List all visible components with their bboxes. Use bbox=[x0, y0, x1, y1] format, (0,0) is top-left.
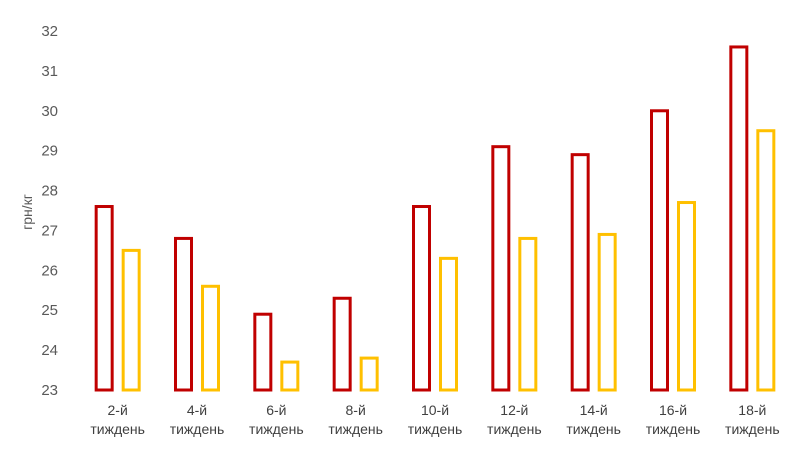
bar-series-1 bbox=[570, 153, 590, 392]
bar-series-1 bbox=[491, 145, 511, 392]
x-tick-label: тиждень bbox=[90, 421, 145, 437]
bar-series-1 bbox=[650, 109, 669, 392]
y-tick-label: 30 bbox=[41, 103, 58, 120]
y-tick-label: 27 bbox=[41, 222, 58, 239]
x-tick-label: 6-й bbox=[266, 402, 286, 418]
x-tick-label: тиждень bbox=[646, 421, 701, 437]
bar-series-1 bbox=[94, 205, 114, 392]
bar-series-2 bbox=[359, 356, 379, 392]
bar-series-2 bbox=[439, 256, 458, 392]
y-tick-label: 28 bbox=[41, 183, 58, 200]
x-tick-label: тиждень bbox=[487, 421, 542, 437]
x-axis-labels: 2-й тиждень 4-й тиждень 6-й тиждень 8-й тиждень… bbox=[90, 402, 779, 437]
x-tick-label: 18-й bbox=[738, 402, 766, 418]
x-tick-label: 12-й bbox=[500, 402, 528, 418]
x-tick-label: 4-й bbox=[187, 402, 207, 418]
y-tick-label: 26 bbox=[41, 262, 58, 279]
x-tick-label: тиждень bbox=[249, 421, 304, 437]
x-tick-label: тиждень bbox=[408, 421, 463, 437]
bar-series-2 bbox=[201, 284, 220, 392]
bar-series-2 bbox=[121, 248, 141, 392]
bar-series-2 bbox=[518, 236, 538, 392]
x-tick-label: 8-й bbox=[346, 402, 366, 418]
y-axis-title: грн/кг bbox=[19, 194, 35, 230]
y-tick-label: 23 bbox=[41, 382, 58, 399]
y-tick-label: 32 bbox=[41, 23, 58, 40]
x-tick-label: 16-й bbox=[659, 402, 687, 418]
bar-series-1 bbox=[174, 236, 193, 392]
y-tick-label: 29 bbox=[41, 143, 58, 160]
x-tick-label: тиждень bbox=[328, 421, 383, 437]
bar-series-2 bbox=[756, 129, 776, 392]
bar-series-1 bbox=[332, 296, 352, 392]
x-tick-label: 2-й bbox=[108, 402, 128, 418]
y-tick-label: 24 bbox=[41, 342, 58, 359]
y-tick-label: 25 bbox=[41, 302, 58, 319]
x-tick-label: 14-й bbox=[580, 402, 608, 418]
bar-series-1 bbox=[253, 312, 273, 392]
x-tick-label: тиждень bbox=[170, 421, 225, 437]
x-tick-label: тиждень bbox=[566, 421, 621, 437]
y-tick-label: 31 bbox=[41, 63, 58, 80]
bar-series-2 bbox=[597, 232, 617, 392]
bar-series-2 bbox=[280, 360, 300, 392]
bar-series-1 bbox=[729, 45, 749, 392]
x-tick-label: тиждень bbox=[725, 421, 780, 437]
bar-series-1 bbox=[412, 205, 431, 392]
bars bbox=[94, 45, 776, 392]
bar-series-2 bbox=[677, 201, 696, 392]
y-axis-ticks: 23 24 25 26 27 28 29 30 31 32 bbox=[41, 23, 58, 399]
x-tick-label: 10-й bbox=[421, 402, 449, 418]
